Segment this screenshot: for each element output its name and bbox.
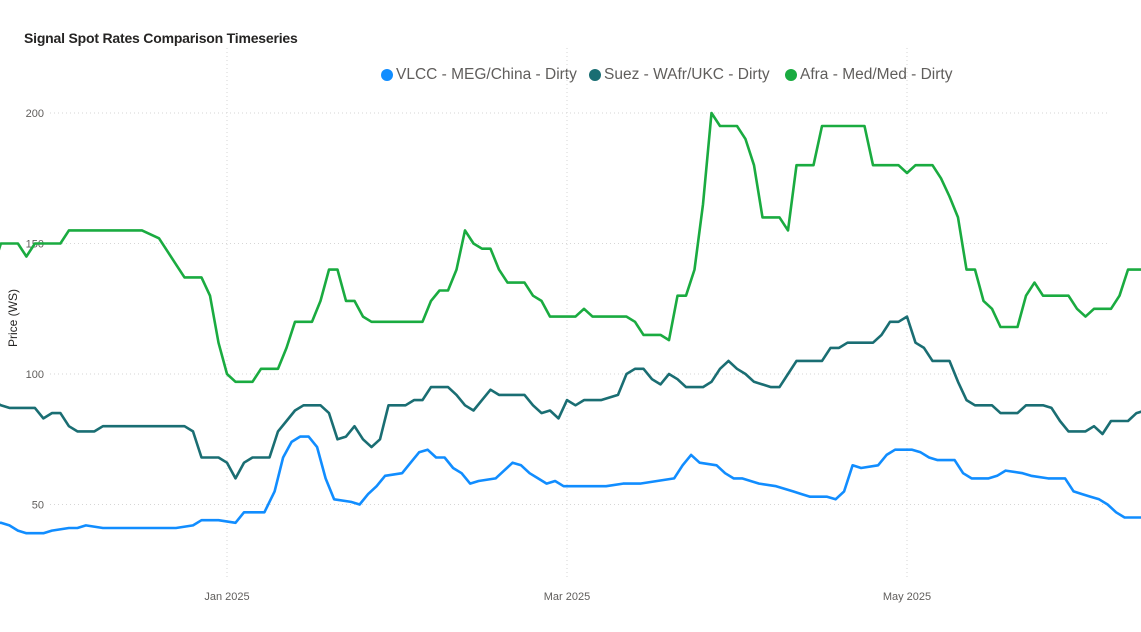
legend-item-suez[interactable]: Suez - WAfr/UKC - Dirty bbox=[589, 66, 770, 84]
legend-marker-suez bbox=[589, 69, 601, 81]
legend-marker-afra bbox=[785, 69, 797, 81]
x-tick-label-0: Jan 2025 bbox=[204, 591, 249, 603]
series-lines bbox=[0, 100, 1141, 535]
legend-marker-vlcc bbox=[381, 69, 393, 81]
series-line-suez[interactable] bbox=[0, 238, 1141, 480]
y-tick-label-100: 100 bbox=[26, 369, 44, 381]
chart-title: Signal Spot Rates Comparison Timeseries bbox=[24, 30, 298, 46]
legend-item-vlcc[interactable]: VLCC - MEG/China - Dirty bbox=[381, 66, 577, 84]
y-tick-label-50: 50 bbox=[32, 500, 44, 512]
legend-item-afra[interactable]: Afra - Med/Med - Dirty bbox=[785, 66, 952, 84]
series-line-afra[interactable] bbox=[0, 100, 1141, 384]
y-tick-label-200: 200 bbox=[26, 108, 44, 120]
legend-label-vlcc: VLCC - MEG/China - Dirty bbox=[396, 66, 577, 83]
x-tick-label-1: Mar 2025 bbox=[544, 591, 590, 603]
series-line-vlcc[interactable] bbox=[0, 296, 1141, 535]
legend-label-suez: Suez - WAfr/UKC - Dirty bbox=[604, 66, 770, 83]
legend-label-afra: Afra - Med/Med - Dirty bbox=[800, 66, 953, 83]
x-tick-label-2: May 2025 bbox=[883, 591, 931, 603]
legend: VLCC - MEG/China - Dirty Suez - WAfr/UKC… bbox=[0, 66, 1141, 88]
